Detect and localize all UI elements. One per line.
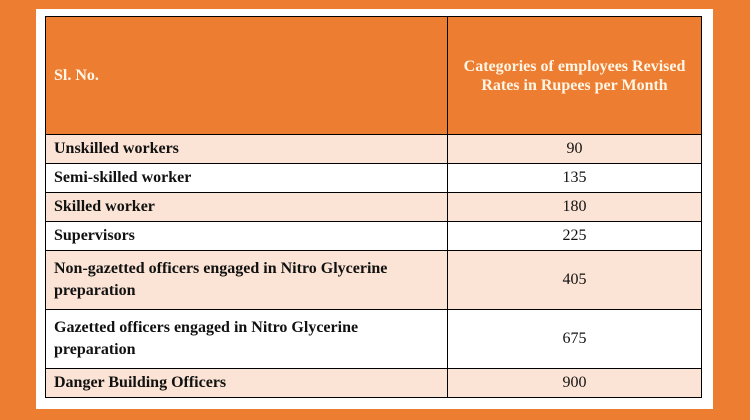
- row-category: Gazetted officers engaged in Nitro Glyce…: [45, 309, 448, 369]
- table-row: Unskilled workers 90: [45, 134, 702, 164]
- row-rate: 135: [447, 163, 702, 193]
- rates-table: Sl. No. Categories of employees Revised …: [45, 16, 702, 398]
- table-header-row: Sl. No. Categories of employees Revised …: [45, 16, 702, 135]
- table-row: Non-gazetted officers engaged in Nitro G…: [45, 250, 702, 310]
- row-category: Semi-skilled worker: [45, 163, 448, 193]
- row-rate: 180: [447, 192, 702, 222]
- table-row: Danger Building Officers 900: [45, 368, 702, 398]
- row-rate: 405: [447, 250, 702, 310]
- row-category: Danger Building Officers: [45, 368, 448, 398]
- row-rate: 900: [447, 368, 702, 398]
- header-rates: Categories of employees Revised Rates in…: [447, 16, 702, 135]
- row-rate: 675: [447, 309, 702, 369]
- table-row: Gazetted officers engaged in Nitro Glyce…: [45, 309, 702, 369]
- header-sl-no: Sl. No.: [45, 16, 448, 135]
- row-rate: 225: [447, 221, 702, 251]
- row-category: Supervisors: [45, 221, 448, 251]
- row-category: Non-gazetted officers engaged in Nitro G…: [45, 250, 448, 310]
- table-row: Supervisors 225: [45, 221, 702, 251]
- table-row: Skilled worker 180: [45, 192, 702, 222]
- row-rate: 90: [447, 134, 702, 164]
- table-panel: Sl. No. Categories of employees Revised …: [36, 9, 713, 409]
- row-category: Skilled worker: [45, 192, 448, 222]
- table-row: Semi-skilled worker 135: [45, 163, 702, 193]
- row-category: Unskilled workers: [45, 134, 448, 164]
